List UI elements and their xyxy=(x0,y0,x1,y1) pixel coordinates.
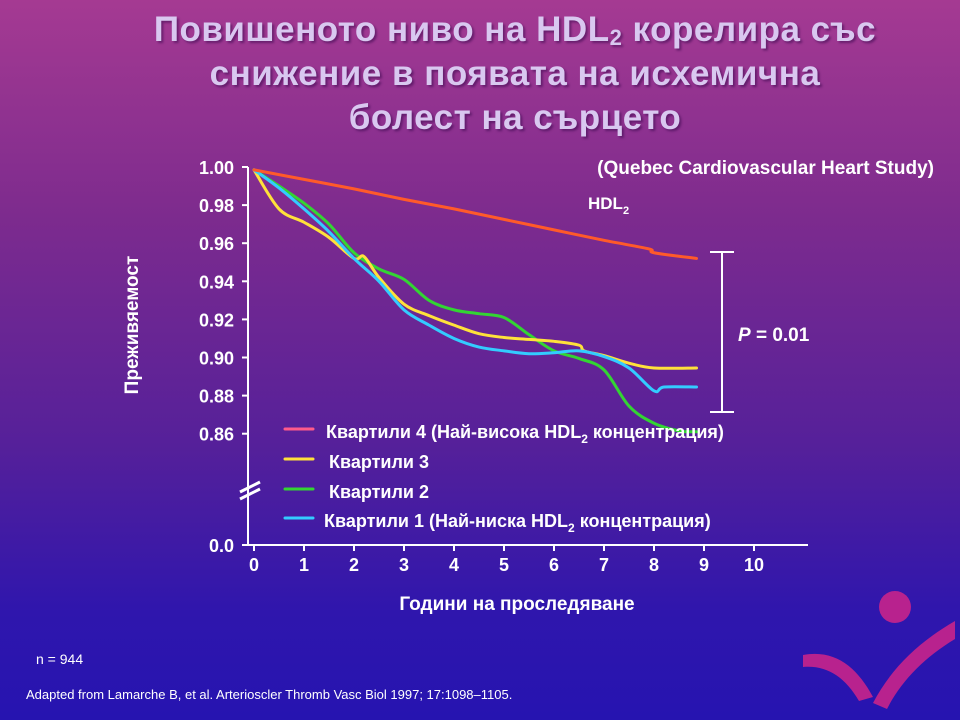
y-tick-label: 0.96 xyxy=(199,234,234,254)
series-line-q3 xyxy=(252,168,698,370)
x-tick-label: 7 xyxy=(599,555,609,575)
sample-size: n = 944 xyxy=(36,651,84,667)
y-tick-label: 1.00 xyxy=(199,158,234,178)
x-tick-label: 2 xyxy=(349,555,359,575)
x-tick-label: 5 xyxy=(499,555,509,575)
y-tick-label: 0.92 xyxy=(199,310,234,330)
x-axis-title: Години на проследяване xyxy=(399,594,634,615)
y-tick-label: 0.98 xyxy=(199,196,234,216)
x-tick-label: 10 xyxy=(744,555,764,575)
y-tick-label: 0.86 xyxy=(199,425,234,445)
p-value-label: P = 0.01 xyxy=(738,325,810,346)
series-line-q4 xyxy=(252,168,698,260)
legend-item-q2: Квартили 2 xyxy=(329,482,429,502)
axis-break-mark xyxy=(239,480,261,494)
title-line-1: Повишеното ниво на HDL2 корелира със xyxy=(153,10,877,50)
title-line-2: снижение в появата на исхемична xyxy=(209,54,821,93)
x-tick-label: 1 xyxy=(299,555,309,575)
source-citation: Adapted from Lamarche B, et al. Arterios… xyxy=(26,687,513,702)
x-tick-label: 9 xyxy=(699,555,709,575)
x-tick-label: 4 xyxy=(449,555,459,575)
y-tick-label: 0.94 xyxy=(199,272,234,292)
series-line-q1 xyxy=(252,168,698,394)
y-tick-label: 0.88 xyxy=(199,387,234,407)
legend-item-q4: Квартили 4 (Най-висока HDL2 концентрация… xyxy=(326,422,724,446)
x-tick-label: 6 xyxy=(549,555,559,575)
title-line-3: болест на сърцето xyxy=(348,98,682,137)
x-tick-label: 3 xyxy=(399,555,409,575)
axis-break-mark xyxy=(239,487,261,501)
hdl-label: HDL2 xyxy=(588,194,629,217)
study-label: (Quebec Cardiovascular Heart Study) xyxy=(597,158,934,179)
legend-item-q1: Квартили 1 (Най-ниска HDL2 концентрация) xyxy=(324,511,711,535)
x-tick-label: 8 xyxy=(649,555,659,575)
y-tick-label: 0.0 xyxy=(209,536,234,556)
y-axis-title: Преживяемост xyxy=(122,256,143,395)
slide-title: Повишеното ниво на HDL2 корелира със сни… xyxy=(80,8,950,140)
logo-icon xyxy=(803,591,955,709)
y-tick-label: 0.90 xyxy=(199,349,234,369)
series-line-q2 xyxy=(252,168,698,434)
x-tick-label: 0 xyxy=(249,555,259,575)
legend-item-q3: Квартили 3 xyxy=(329,452,429,472)
